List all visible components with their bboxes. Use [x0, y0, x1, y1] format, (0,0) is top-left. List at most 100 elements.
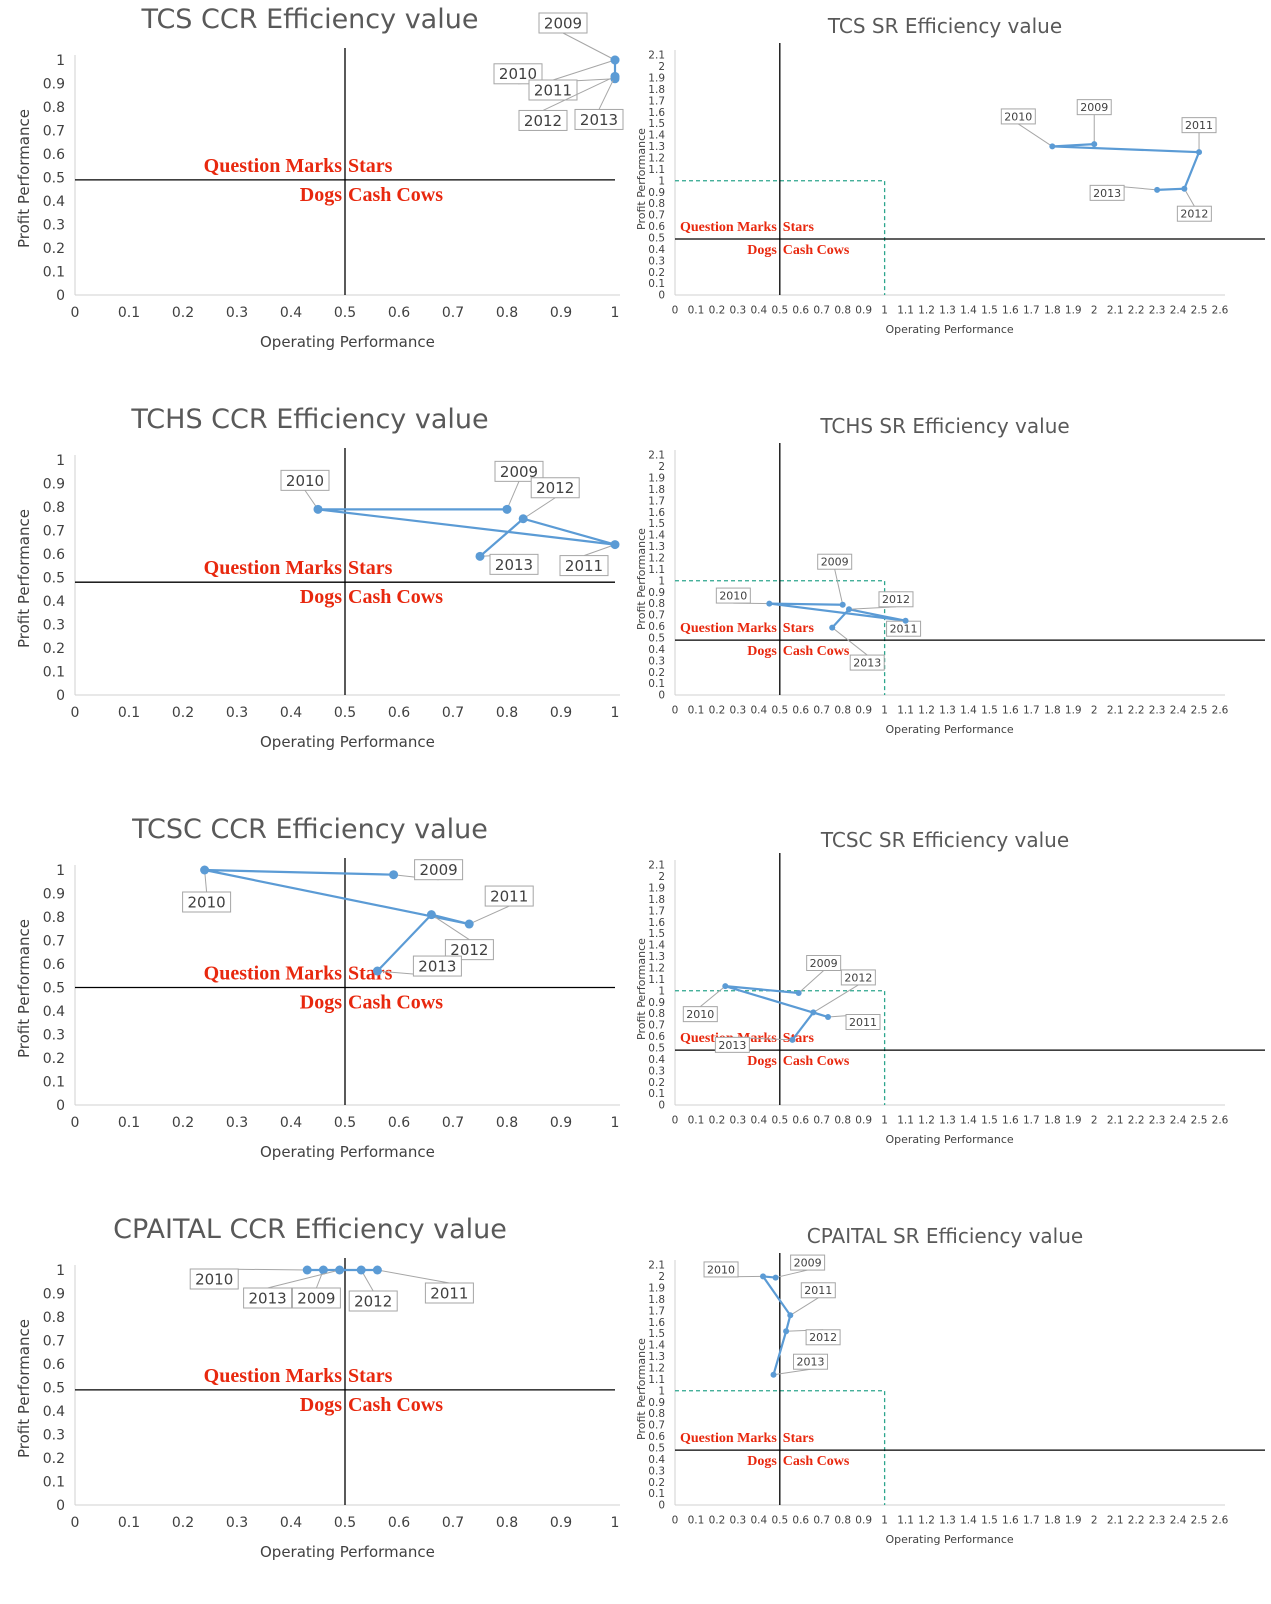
y-tick-label: 0.2 — [43, 641, 65, 657]
y-tick-label: 0 — [658, 690, 665, 702]
data-point-2010 — [302, 1265, 312, 1275]
chart-title: CPAITAL SR Efficiency value — [806, 1224, 1084, 1248]
data-label-2011: 2011 — [849, 1016, 877, 1029]
y-tick-label: 1.3 — [648, 541, 665, 553]
x-tick-label: 1.8 — [1044, 705, 1061, 717]
y-tick-label: 0.1 — [43, 1474, 65, 1490]
y-tick-label: 0.1 — [648, 1488, 665, 1500]
data-point-2013 — [789, 1036, 796, 1043]
x-tick-label: 2 — [1091, 705, 1098, 717]
quadrant-label-stars: Stars — [783, 621, 815, 636]
data-label-box — [494, 460, 544, 482]
x-tick-label: 0.5 — [771, 305, 788, 317]
y-tick-label: 0.9 — [648, 587, 665, 599]
y-tick-label: 0.4 — [648, 244, 665, 256]
data-label-2013: 2013 — [853, 657, 881, 670]
data-point-2011 — [787, 1312, 794, 1319]
data-label-2011: 2011 — [565, 557, 603, 575]
data-label-2013: 2013 — [718, 1039, 746, 1052]
y-tick-label: 0.6 — [43, 147, 65, 163]
x-tick-label: 0.8 — [834, 1515, 851, 1527]
x-tick-label: 2.2 — [1128, 705, 1145, 717]
x-tick-label: 1.3 — [939, 305, 956, 317]
y-tick-label: 0.1 — [648, 678, 665, 690]
x-tick-label: 1.6 — [1002, 1515, 1019, 1527]
x-tick-label: 1.3 — [939, 1115, 956, 1127]
x-tick-label: 1 — [611, 305, 620, 321]
data-label-box — [348, 1290, 398, 1312]
quadrant-label-dogs: Dogs — [300, 586, 342, 608]
y-tick-label: 1.9 — [648, 883, 665, 895]
y-tick-label: 1.1 — [648, 564, 665, 576]
data-label-2011: 2011 — [534, 81, 572, 99]
y-tick-label: 1.7 — [648, 95, 665, 107]
data-point-2009 — [502, 504, 512, 514]
chart-panel-capital-sr: CPAITAL SR Efficiency value 0 0.1 0.2 0.3 0.4… — [635, 1210, 1265, 1590]
x-tick-label: 2.1 — [1107, 1515, 1124, 1527]
x-tick-label: 0.9 — [550, 305, 572, 321]
y-tick-label: 2 — [658, 1271, 665, 1283]
callout-leader — [773, 1368, 811, 1376]
y-tick-label: 0.4 — [43, 194, 65, 210]
data-label-2010: 2010 — [195, 1270, 233, 1288]
chart-title: TCS CCR Efficiency value — [141, 4, 479, 35]
x-tick-label: 2.4 — [1170, 305, 1187, 317]
y-tick-label: 0.2 — [648, 1077, 665, 1089]
quadrant-label-dogs: Dogs — [300, 1394, 342, 1416]
data-label-2009: 2009 — [821, 556, 849, 569]
x-axis-title: Operating Performance — [885, 1533, 1014, 1546]
data-label-2010: 2010 — [1004, 110, 1032, 123]
chart-panel-tchs-sr: TCHS SR Efficiency value 0 0.1 0.2 0.3 0.4 0.5… — [635, 400, 1265, 780]
y-tick-label: 0 — [56, 1498, 65, 1514]
x-tick-label: 0 — [672, 1115, 679, 1127]
x-tick-label: 1.9 — [1065, 305, 1082, 317]
x-tick-label: 1.6 — [1002, 1115, 1019, 1127]
data-label-box — [806, 955, 842, 971]
x-tick-label: 0.6 — [388, 305, 410, 321]
data-point-2010 — [1049, 143, 1056, 150]
data-label-2009: 2009 — [420, 861, 458, 879]
x-tick-label: 0.2 — [172, 1115, 194, 1131]
x-tick-label: 0.4 — [750, 705, 767, 717]
quadrant-label-dogs: Dogs — [747, 1454, 777, 1469]
x-tick-label: 0.9 — [855, 1515, 872, 1527]
callout-leader — [831, 627, 868, 656]
quadrant-label-dogs: Dogs — [300, 992, 342, 1014]
y-tick-label: 1 — [56, 863, 65, 879]
data-point-2013 — [335, 1265, 345, 1275]
y-tick-label: 1.2 — [648, 1363, 665, 1375]
quadrant-label-stars: Stars — [783, 1431, 815, 1446]
data-label-box — [528, 79, 578, 101]
data-label-box — [845, 1014, 881, 1030]
quadrant-label-question-marks: Question Marks — [204, 155, 343, 177]
x-tick-label: 2.3 — [1149, 705, 1166, 717]
x-tick-label: 1.5 — [981, 1115, 998, 1127]
quadrant-label-stars: Stars — [783, 1031, 815, 1046]
data-point-2011 — [610, 55, 620, 65]
chart-title: TCSC SR Efficiency value — [820, 828, 1070, 852]
x-tick-label: 0.6 — [388, 1115, 410, 1131]
callout-leader — [267, 1269, 340, 1289]
y-tick-label: 0.1 — [43, 664, 65, 680]
x-tick-label: 0.2 — [709, 705, 726, 717]
x-tick-label: 0 — [672, 1515, 679, 1527]
data-point-2011 — [902, 617, 909, 624]
data-point-2010 — [766, 600, 773, 607]
data-point-2013 — [1154, 186, 1161, 193]
y-tick-label: 0.4 — [648, 1454, 665, 1466]
data-label-box — [1181, 117, 1217, 134]
y-tick-label: 0.7 — [648, 610, 665, 622]
x-tick-label: 0.2 — [172, 1515, 194, 1531]
x-tick-label: 0.7 — [813, 705, 830, 717]
data-label-2013: 2013 — [249, 1289, 287, 1307]
y-tick-label: 1.8 — [648, 484, 665, 496]
data-point-2009 — [1091, 141, 1098, 148]
data-point-2009 — [772, 1274, 779, 1281]
x-tick-label: 0.5 — [334, 705, 356, 721]
x-tick-label: 1 — [881, 1115, 888, 1127]
y-tick-label: 1 — [658, 175, 665, 187]
x-tick-label: 0.1 — [688, 1115, 705, 1127]
data-label-2010: 2010 — [707, 1263, 735, 1276]
x-tick-label: 0.8 — [834, 1115, 851, 1127]
